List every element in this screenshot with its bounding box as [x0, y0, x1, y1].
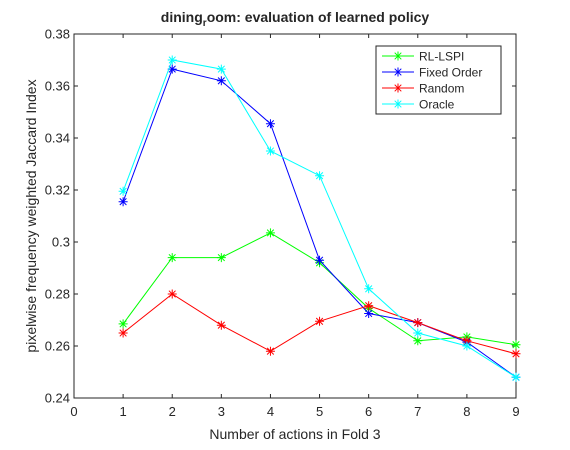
chart-title-subscript: r	[203, 18, 207, 29]
x-tick-label: 3	[218, 404, 225, 419]
legend-item: Fixed Order	[382, 66, 482, 80]
chart-title-main: dining	[161, 9, 203, 25]
y-tick-label: 0.24	[45, 391, 70, 406]
data-point	[413, 318, 423, 328]
y-tick-label: 0.3	[52, 235, 70, 250]
y-tick-label: 0.28	[45, 287, 70, 302]
y-tick-label: 0.38	[45, 27, 70, 42]
data-point	[216, 64, 226, 74]
data-point	[413, 336, 423, 346]
data-point	[315, 255, 325, 265]
data-point	[167, 55, 177, 65]
chart-title: diningroom: evaluation of learned policy	[161, 9, 430, 29]
data-point	[511, 349, 521, 359]
data-point	[167, 253, 177, 263]
legend-label: RL-LSPI	[419, 50, 464, 64]
data-point	[462, 336, 472, 346]
y-tick-label: 0.34	[45, 131, 70, 146]
series-oracle	[118, 55, 521, 382]
data-point	[118, 328, 128, 338]
x-tick-label: 6	[365, 404, 372, 419]
data-point	[364, 309, 374, 318]
data-point	[167, 289, 177, 299]
data-point	[216, 76, 226, 86]
data-point	[462, 341, 472, 351]
data-point	[315, 171, 325, 181]
data-point	[511, 340, 521, 350]
legend-label: Oracle	[419, 98, 455, 112]
legend-marker	[393, 99, 403, 109]
data-point	[216, 253, 226, 263]
data-point	[364, 301, 374, 311]
data-point	[315, 316, 325, 326]
legend-label: Fixed Order	[419, 66, 482, 80]
data-point	[511, 372, 521, 382]
x-tick-label: 2	[169, 404, 176, 419]
data-point	[364, 284, 374, 294]
series-layer	[118, 55, 521, 382]
x-tick-label: 8	[463, 404, 470, 419]
y-axis-label: pixelwise frequency weighted Jaccard Ind…	[23, 79, 39, 352]
x-tick-label: 9	[512, 404, 519, 419]
data-point	[118, 319, 128, 329]
data-point	[265, 146, 275, 156]
x-tick-label: 7	[414, 404, 421, 419]
chart-title-rest: oom: evaluation of learned policy	[207, 9, 430, 25]
axes-box	[73, 33, 517, 399]
legend-item: RL-LSPI	[382, 50, 464, 64]
axes: 0 1 2 3 4 5 6 7 8 9 0.24 0.26 0.28 0.3 0.32 0.34 0.36 0.3…	[45, 27, 520, 420]
x-axis-label: Number of actions in Fold 3	[209, 426, 380, 442]
y-tick-label: 0.26	[45, 339, 70, 354]
legend-marker	[393, 67, 403, 77]
x-tick-label: 4	[267, 404, 274, 419]
legend-label: Random	[419, 82, 464, 96]
data-point	[265, 228, 275, 238]
data-point	[167, 64, 177, 74]
x-tick-label: 1	[119, 404, 126, 419]
legend-item: Random	[382, 82, 464, 96]
legend-item: Oracle	[382, 98, 455, 112]
data-point	[118, 197, 128, 207]
x-tick-label: 5	[316, 404, 323, 419]
series-random	[118, 289, 521, 359]
data-point	[118, 186, 128, 196]
x-tick-label: 0	[70, 404, 77, 419]
legend-marker	[393, 51, 403, 61]
data-point	[265, 346, 275, 356]
data-point	[265, 119, 275, 129]
legend-marker	[393, 83, 403, 93]
legend: RL-LSPI Fixed Order Random Oracle	[375, 45, 502, 115]
data-point	[216, 320, 226, 330]
y-tick-label: 0.32	[45, 183, 70, 198]
y-tick-label: 0.36	[45, 79, 70, 94]
data-point	[413, 328, 423, 338]
